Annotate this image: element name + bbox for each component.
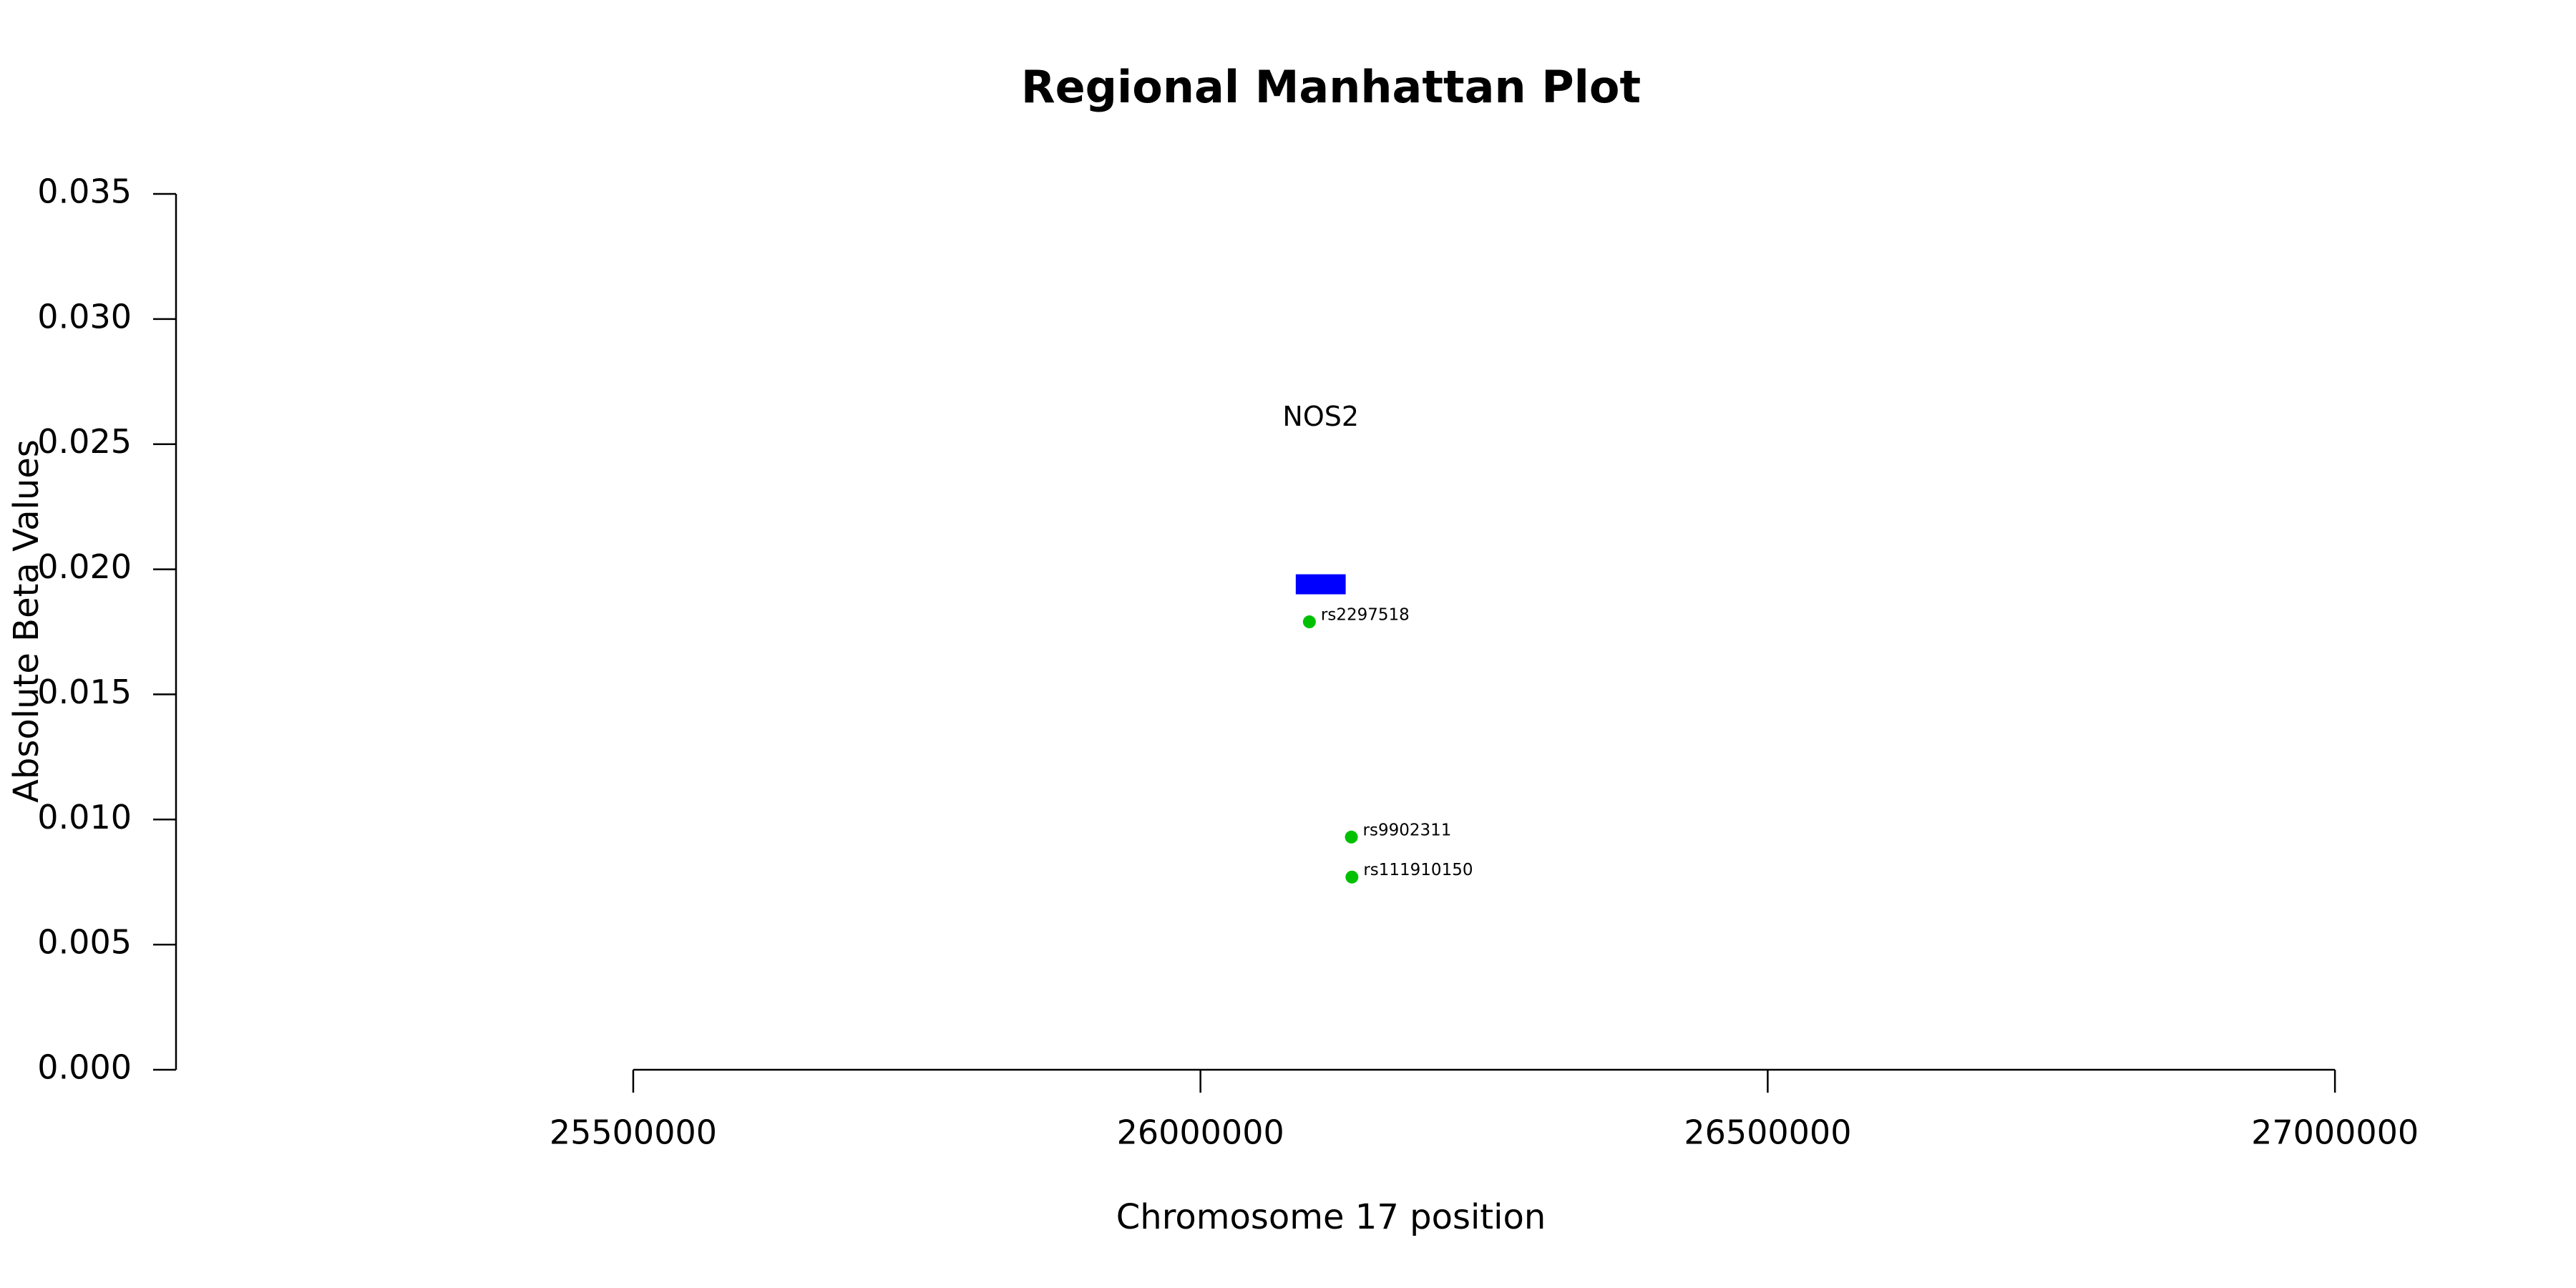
gene-block [1295,574,1346,595]
x-axis-label: Chromosome 17 position [1116,1197,1546,1237]
x-tick-label: 27000000 [2251,1113,2419,1152]
x-tick-label: 25500000 [550,1113,717,1152]
point [1345,830,1358,844]
y-axis-label: Absolute Beta Values [6,439,47,803]
y-tick-label: 0.010 [37,798,132,836]
point-label: rs111910150 [1363,861,1473,879]
gene-label: NOS2 [1282,401,1359,432]
x-tick-label: 26000000 [1117,1113,1284,1152]
point-label: rs9902311 [1363,821,1452,839]
y-tick-label: 0.030 [37,297,132,336]
chart-title: Regional Manhattan Plot [1021,61,1641,113]
point [1345,870,1359,884]
point-label: rs2297518 [1321,606,1410,625]
y-tick-label: 0.035 [37,172,132,211]
y-tick-label: 0.015 [37,673,132,711]
x-tick-label: 26500000 [1684,1113,1851,1152]
y-tick-label: 0.000 [37,1048,132,1087]
y-tick-label: 0.020 [37,547,132,586]
y-tick-label: 0.005 [37,923,132,962]
y-tick-label: 0.025 [37,422,132,461]
point [1302,615,1316,629]
